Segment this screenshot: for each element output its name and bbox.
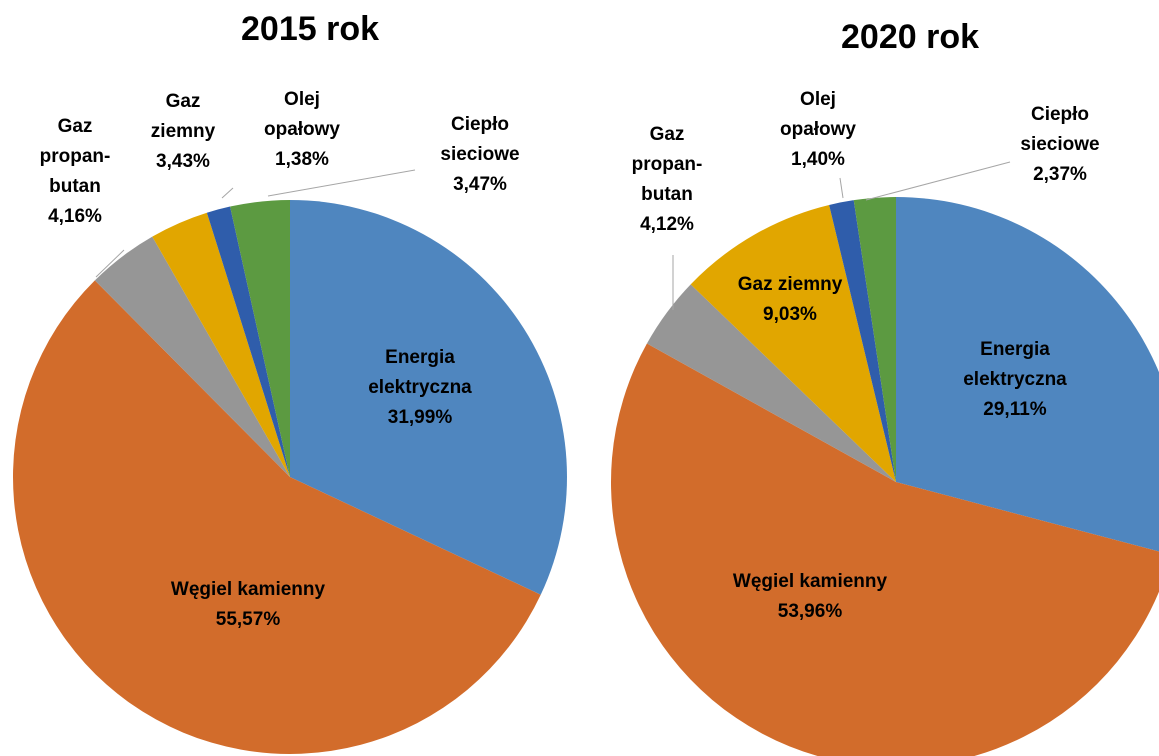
category-name: Energia elektryczna [368, 347, 472, 398]
leader-line [221, 187, 234, 199]
pie-slice [896, 197, 1159, 552]
category-name: Olej opałowy [779, 89, 857, 140]
data-label: Ciepło sieciowe 2,37% [1020, 100, 1099, 190]
value-label: 2,37% [1033, 164, 1087, 185]
data-label: Gaz propan- butan 4,16% [40, 112, 111, 232]
data-label: Węgiel kamienny 55,57% [171, 575, 325, 635]
value-label: 1,40% [791, 149, 845, 170]
pie-slice [611, 343, 1159, 756]
value-label: 9,03% [763, 304, 817, 325]
category-name: Olej opałowy [263, 89, 341, 140]
pie-slice [12, 280, 541, 755]
chart-title: 2020 rok [841, 18, 979, 56]
category-name: Węgiel kamienny [732, 571, 888, 592]
pie-slice [206, 206, 290, 478]
value-label: 53,96% [777, 601, 843, 622]
category-name: Ciepło sieciowe [440, 114, 520, 165]
category-name: Gaz ziemny [737, 274, 843, 295]
value-label: 55,57% [215, 609, 281, 630]
data-label: Energia elektryczna 31,99% [368, 343, 472, 433]
category-name: Gaz propan- butan [39, 116, 111, 197]
category-name: Gaz ziemny [150, 91, 216, 142]
category-name: Węgiel kamienny [170, 579, 326, 600]
value-label: 3,43% [156, 151, 210, 172]
value-label: 3,47% [453, 174, 507, 195]
data-label: Ciepło sieciowe 3,47% [440, 110, 519, 200]
data-label: Gaz propan- butan 4,12% [632, 120, 703, 240]
leader-line [839, 177, 844, 199]
pie-slice [152, 212, 290, 477]
value-label: 31,99% [387, 407, 453, 428]
leader-line [267, 169, 416, 197]
data-label: Gaz ziemny 3,43% [151, 87, 215, 177]
category-name: Ciepło sieciowe [1020, 104, 1100, 155]
value-label: 4,16% [48, 206, 102, 227]
value-label: 29,11% [983, 399, 1047, 420]
pie-slice [690, 204, 896, 483]
pie-slice [94, 236, 290, 477]
pie-slice [853, 197, 896, 482]
pie-slice [230, 200, 290, 477]
data-label: Węgiel kamienny 53,96% [733, 567, 887, 627]
chart-title: 2015 rok [241, 10, 379, 48]
pie-slice [290, 200, 567, 595]
category-name: Gaz propan- butan [631, 124, 703, 205]
pie-slice [646, 284, 896, 482]
data-label: Energia elektryczna 29,11% [963, 335, 1067, 425]
value-label: 4,12% [640, 214, 694, 235]
data-label: Gaz ziemny 9,03% [738, 270, 843, 330]
leader-line [865, 161, 1011, 201]
leader-line [95, 249, 125, 278]
data-label: Olej opałowy 1,40% [780, 85, 856, 175]
category-name: Energia elektryczna [963, 339, 1067, 390]
data-label: Olej opałowy 1,38% [264, 85, 340, 175]
pie-slice [829, 200, 896, 483]
value-label: 1,38% [275, 149, 329, 170]
